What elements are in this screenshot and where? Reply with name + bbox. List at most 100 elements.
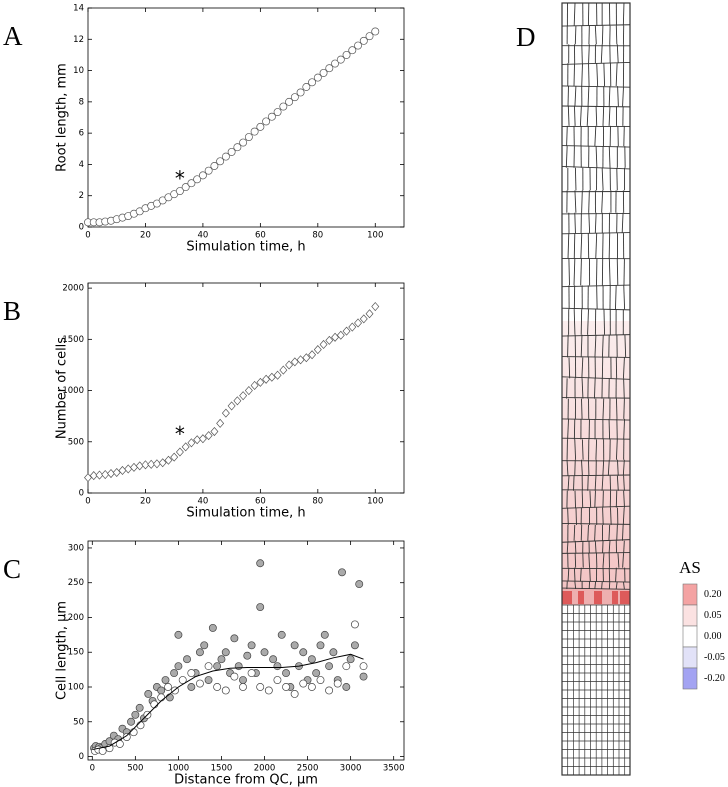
colorbar-segment: [682, 583, 698, 606]
y-tick-label: 8: [79, 97, 84, 107]
cell-wall: [601, 190, 604, 213]
x-tick-label: 2000: [254, 764, 276, 774]
cell-wall: [602, 553, 605, 568]
point: [250, 380, 259, 390]
point: [230, 672, 239, 681]
point: [95, 470, 104, 480]
point: [307, 683, 316, 691]
cell-wall: [574, 540, 577, 554]
point: [331, 59, 340, 68]
y-tick-label: 0: [79, 223, 84, 233]
cell-wall: [621, 212, 624, 234]
cell-wall: [561, 85, 631, 88]
cell-wall: [575, 507, 577, 525]
point: [256, 683, 265, 691]
point: [342, 683, 351, 691]
cell-wall: [580, 567, 582, 582]
cell-wall: [615, 490, 618, 508]
y-tick-label: 250: [68, 578, 84, 588]
fit-line: [92, 653, 364, 751]
cell-wall: [588, 212, 591, 234]
colorbar-tick-label: 0.20: [704, 589, 722, 600]
cell-wall: [587, 86, 590, 107]
point: [256, 603, 265, 611]
y-tick-label: 200: [68, 613, 84, 623]
x-tick-label: 80: [312, 497, 323, 507]
point: [348, 322, 357, 332]
point: [365, 309, 374, 319]
point: [147, 459, 156, 469]
cell-wall: [586, 106, 589, 126]
cell-wall: [616, 258, 619, 286]
point: [107, 469, 115, 479]
point: [313, 73, 322, 82]
point: [354, 318, 363, 328]
point: [273, 108, 282, 116]
cell-wall: [594, 490, 596, 508]
cell-wall: [595, 439, 598, 460]
point: [164, 455, 173, 465]
point: [244, 386, 253, 396]
cell-wall: [608, 106, 611, 126]
cell-wall: [623, 475, 625, 491]
cell-wall: [608, 540, 611, 554]
cell-wall: [596, 63, 599, 87]
cell-wall: [594, 212, 597, 234]
colorbar-segment: [682, 625, 698, 648]
point: [170, 452, 179, 462]
cell-wall: [615, 567, 617, 582]
point: [200, 641, 209, 650]
x-tick-label: 1500: [211, 764, 233, 774]
cell-wall: [581, 459, 583, 476]
cell-wall: [622, 2, 625, 26]
cell-wall: [617, 86, 619, 107]
x-tick-label: 3000: [340, 764, 362, 774]
point: [210, 427, 219, 437]
cell-wall: [615, 581, 618, 590]
point: [158, 458, 167, 468]
point: [157, 686, 166, 695]
cell-wall: [622, 459, 625, 476]
cell-wall: [594, 378, 596, 399]
cell-wall: [615, 398, 618, 419]
plot-frame: [87, 282, 405, 494]
y-axis-label: Number of cells: [55, 337, 70, 439]
point: [329, 648, 338, 657]
point: [302, 353, 311, 363]
cell-wall: [581, 357, 584, 379]
point: [359, 36, 368, 45]
cell-wall: [561, 522, 631, 525]
cell-wall: [573, 475, 575, 491]
x-tick-label: 0: [90, 764, 95, 774]
cell-wall: [624, 334, 627, 358]
cell-wall: [574, 190, 577, 213]
point: [175, 187, 184, 195]
point: [213, 662, 222, 671]
point: [198, 171, 207, 180]
cell-wall: [594, 540, 597, 554]
x-tick-label: 20: [140, 231, 151, 241]
x-tick-label: 1000: [168, 764, 190, 774]
cell-wall: [587, 524, 589, 541]
cell-wall: [589, 567, 591, 582]
cell-wall: [601, 475, 604, 491]
y-tick-label: 500: [68, 437, 84, 447]
point: [250, 127, 259, 136]
point: [221, 648, 230, 657]
point: [181, 183, 190, 192]
cell-wall: [573, 258, 576, 286]
point: [181, 442, 190, 452]
cell-wall: [567, 106, 570, 126]
point: [175, 447, 184, 457]
point: [124, 464, 133, 474]
colorbar-segment: [682, 646, 698, 669]
cell-wall: [561, 397, 631, 399]
cell-wall: [622, 553, 624, 568]
cell-wall: [601, 167, 604, 191]
panel-label: D: [516, 22, 536, 52]
cell-wall: [581, 439, 584, 460]
cell-wall: [608, 418, 611, 440]
point: [308, 350, 317, 360]
point: [299, 648, 308, 657]
